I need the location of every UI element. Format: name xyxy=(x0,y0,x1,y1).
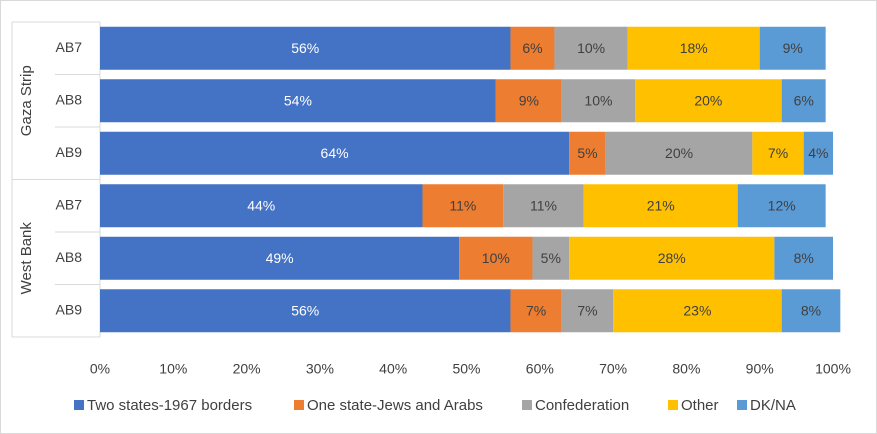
bar-gaza-strip-ab9-one-state-jews-and-arabs xyxy=(569,131,606,175)
category-label-west-bank-ab7: AB7 xyxy=(56,196,83,212)
data-label-west-bank-ab9-one-state-jews-and-arabs: 7% xyxy=(526,302,546,318)
data-label-gaza-strip-ab9-confederation: 20% xyxy=(665,145,693,161)
legend-swatch-dk-na xyxy=(737,400,747,410)
data-label-west-bank-ab8-two-states-1967-borders: 49% xyxy=(266,250,294,266)
x-tick-label-8: 80% xyxy=(672,361,700,377)
data-label-gaza-strip-ab8-one-state-jews-and-arabs: 9% xyxy=(519,92,539,108)
group-label-gaza-strip: Gaza Strip xyxy=(18,65,35,136)
data-label-gaza-strip-ab8-other: 20% xyxy=(694,92,722,108)
data-label-gaza-strip-ab7-other: 18% xyxy=(680,40,708,56)
data-label-gaza-strip-ab7-dk-na: 9% xyxy=(783,40,803,56)
data-label-west-bank-ab7-two-states-1967-borders: 44% xyxy=(247,197,275,213)
bar-gaza-strip-ab7-other xyxy=(627,26,760,70)
x-tick-label-4: 40% xyxy=(379,361,407,377)
bar-west-bank-ab7-confederation xyxy=(503,184,584,228)
data-label-gaza-strip-ab8-dk-na: 6% xyxy=(794,92,814,108)
legend-label-confederation: Confederation xyxy=(535,397,629,414)
data-label-west-bank-ab9-dk-na: 8% xyxy=(801,302,821,318)
data-label-west-bank-ab8-confederation: 5% xyxy=(541,250,561,266)
bar-west-bank-ab9-dk-na xyxy=(781,289,841,333)
legend-label-other: Other xyxy=(681,397,719,414)
bar-gaza-strip-ab8-dk-na xyxy=(781,79,826,123)
bar-gaza-strip-ab7-one-state-jews-and-arabs xyxy=(510,26,555,70)
data-label-west-bank-ab8-other: 28% xyxy=(658,250,686,266)
legend-swatch-one-state-jews-and-arabs xyxy=(294,400,304,410)
legend-swatch-other xyxy=(668,400,678,410)
bar-west-bank-ab7-dk-na xyxy=(737,184,826,228)
data-label-west-bank-ab8-dk-na: 8% xyxy=(794,250,814,266)
category-label-west-bank-ab9: AB9 xyxy=(56,301,83,317)
data-label-west-bank-ab7-one-state-jews-and-arabs: 11% xyxy=(449,197,476,213)
bar-west-bank-ab7-one-state-jews-and-arabs xyxy=(422,184,504,228)
bar-gaza-strip-ab7-confederation xyxy=(554,26,628,70)
data-label-gaza-strip-ab9-one-state-jews-and-arabs: 5% xyxy=(577,145,597,161)
x-tick-label-3: 30% xyxy=(306,361,334,377)
bar-west-bank-ab9-one-state-jews-and-arabs xyxy=(510,289,562,333)
category-label-gaza-strip-ab9: AB9 xyxy=(56,144,83,160)
bar-gaza-strip-ab9-other xyxy=(752,131,804,175)
data-label-gaza-strip-ab8-confederation: 10% xyxy=(584,92,612,108)
data-label-gaza-strip-ab7-one-state-jews-and-arabs: 6% xyxy=(522,40,542,56)
x-tick-label-9: 90% xyxy=(746,361,774,377)
legend-swatch-two-states-1967-borders xyxy=(74,400,84,410)
bar-west-bank-ab8-dk-na xyxy=(774,236,833,280)
x-tick-label-1: 10% xyxy=(159,361,187,377)
data-label-west-bank-ab9-two-states-1967-borders: 56% xyxy=(291,302,319,318)
legend-swatch-confederation xyxy=(522,400,532,410)
data-label-gaza-strip-ab7-confederation: 10% xyxy=(577,40,605,56)
x-tick-label-2: 20% xyxy=(233,361,261,377)
data-label-gaza-strip-ab9-dk-na: 4% xyxy=(808,145,828,161)
bar-gaza-strip-ab8-other xyxy=(635,79,782,123)
data-label-west-bank-ab7-dk-na: 12% xyxy=(768,197,796,213)
x-tick-label-10: 100% xyxy=(815,361,851,377)
legend-label-two-states-1967-borders: Two states-1967 borders xyxy=(87,397,252,414)
bar-west-bank-ab8-one-state-jews-and-arabs xyxy=(459,236,533,280)
bar-west-bank-ab8-confederation xyxy=(532,236,570,280)
data-label-gaza-strip-ab9-other: 7% xyxy=(768,145,788,161)
data-label-west-bank-ab7-other: 21% xyxy=(647,197,675,213)
bar-west-bank-ab8-other xyxy=(569,236,775,280)
data-label-gaza-strip-ab7-two-states-1967-borders: 56% xyxy=(291,40,319,56)
bar-west-bank-ab9-confederation xyxy=(561,289,614,333)
category-label-gaza-strip-ab7: AB7 xyxy=(56,39,83,55)
bar-gaza-strip-ab8-confederation xyxy=(561,79,636,123)
bar-gaza-strip-ab8-two-states-1967-borders xyxy=(100,79,496,123)
data-label-west-bank-ab9-confederation: 7% xyxy=(577,302,597,318)
legend-label-dk-na: DK/NA xyxy=(750,397,796,414)
bar-gaza-strip-ab7-dk-na xyxy=(759,26,826,70)
bar-gaza-strip-ab8-one-state-jews-and-arabs xyxy=(495,79,562,123)
x-tick-label-0: 0% xyxy=(90,361,110,377)
data-label-west-bank-ab9-other: 23% xyxy=(683,302,711,318)
category-label-gaza-strip-ab8: AB8 xyxy=(56,91,83,107)
bar-gaza-strip-ab9-dk-na xyxy=(803,131,833,175)
legend-label-one-state-jews-and-arabs: One state-Jews and Arabs xyxy=(307,397,483,414)
data-label-west-bank-ab7-confederation: 11% xyxy=(530,197,557,213)
bar-west-bank-ab8-two-states-1967-borders xyxy=(100,236,460,280)
bar-gaza-strip-ab9-two-states-1967-borders xyxy=(100,131,570,175)
bar-west-bank-ab9-other xyxy=(613,289,782,333)
data-label-west-bank-ab8-one-state-jews-and-arabs: 10% xyxy=(482,250,510,266)
bar-west-bank-ab9-two-states-1967-borders xyxy=(100,289,511,333)
group-label-west-bank: West Bank xyxy=(18,222,35,295)
x-tick-label-5: 50% xyxy=(452,361,480,377)
bar-gaza-strip-ab7-two-states-1967-borders xyxy=(100,26,511,70)
data-label-gaza-strip-ab9-two-states-1967-borders: 64% xyxy=(321,145,349,161)
bar-gaza-strip-ab9-confederation xyxy=(605,131,753,175)
bar-west-bank-ab7-other xyxy=(583,184,738,228)
bar-west-bank-ab7-two-states-1967-borders xyxy=(100,184,423,228)
data-label-gaza-strip-ab8-two-states-1967-borders: 54% xyxy=(284,92,312,108)
x-tick-label-7: 70% xyxy=(599,361,627,377)
category-label-west-bank-ab8: AB8 xyxy=(56,249,83,265)
x-tick-label-6: 60% xyxy=(526,361,554,377)
